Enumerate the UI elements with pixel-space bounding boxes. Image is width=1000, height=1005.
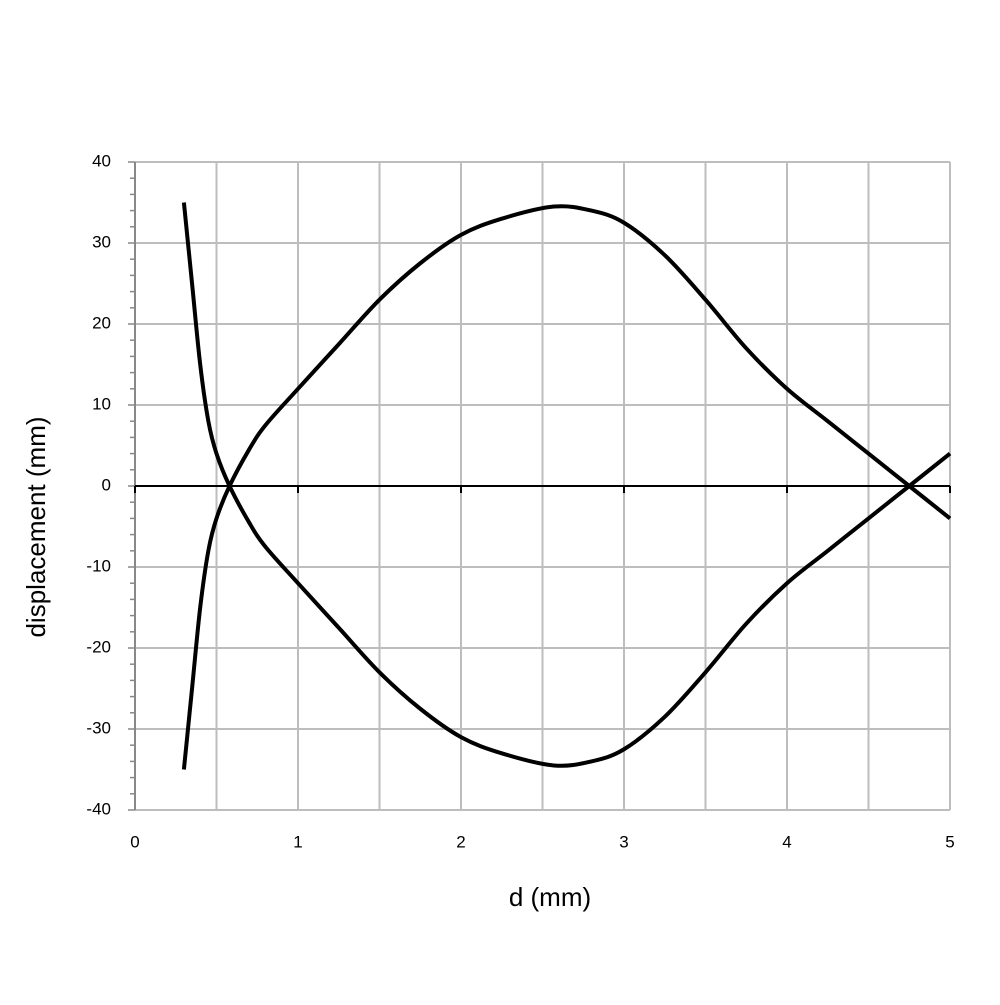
y-tick-label: 30 [92,232,111,251]
y-tick-label: 0 [102,475,111,494]
x-tick-label: 3 [619,832,628,851]
y-tick-label: -10 [86,556,111,575]
y-axis-label: displacement (mm) [21,416,51,637]
y-tick-label: -30 [86,718,111,737]
y-tick-label: 10 [92,394,111,413]
x-tick-label: 0 [130,832,139,851]
y-tick-label: -20 [86,637,111,656]
data-line [181,204,952,770]
y-tick-label: 20 [92,313,111,332]
x-tick-label: 5 [945,832,954,851]
data-line [181,202,952,768]
x-tick-label: 4 [782,832,791,851]
y-tick-label: -40 [86,799,111,818]
x-axis-label: d (mm) [509,882,591,912]
y-tick-label: 40 [92,151,111,170]
x-tick-label: 1 [293,832,302,851]
x-tick-label: 2 [456,832,465,851]
